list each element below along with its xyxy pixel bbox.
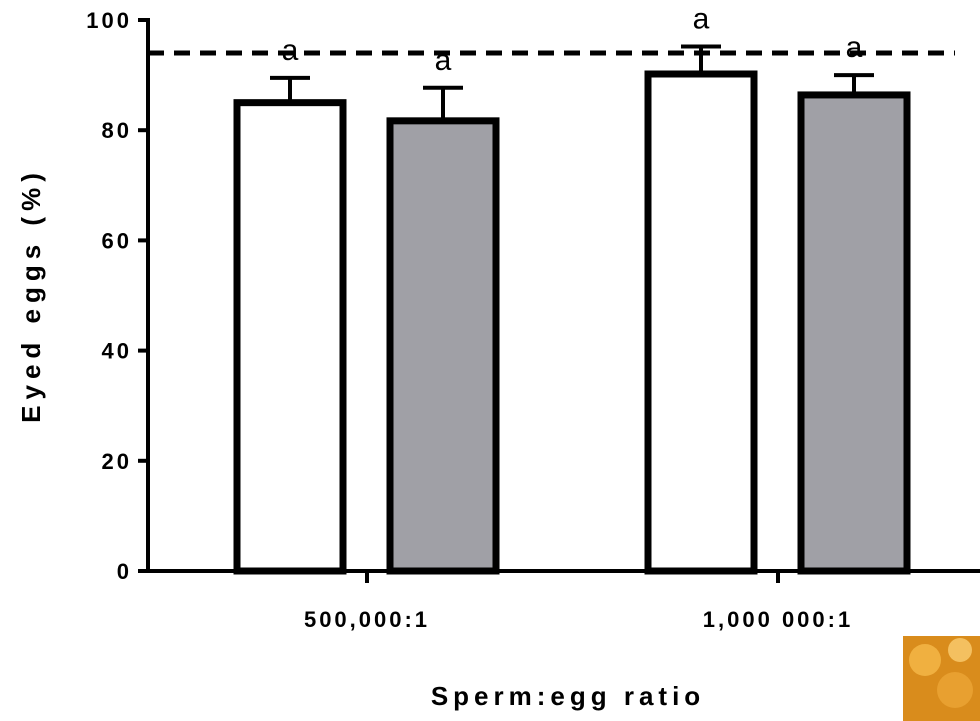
bar [797,91,911,575]
x-tick-label: 500,000:1 [304,607,430,632]
y-tick-label: 0 [117,559,132,584]
egg [937,672,973,708]
value-label: a [693,2,710,35]
y-tick-label: 60 [102,228,132,253]
bar [644,70,758,575]
value-label: a [282,34,299,67]
y-axis-label: Eyed eggs (%) [16,167,46,423]
y-tick-label: 80 [102,118,132,143]
egg [909,644,941,676]
egg [948,638,972,662]
photo [903,636,980,721]
bar [233,99,347,575]
x-axis-label: Sperm:egg ratio [431,681,705,711]
value-label: a [435,44,452,77]
value-label: a [846,31,863,64]
y-tick-label: 40 [102,339,132,364]
x-tick-label: 1,000 000:1 [703,607,853,632]
y-tick-label: 20 [102,449,132,474]
y-tick-label: 100 [86,8,132,33]
bar [386,117,500,575]
